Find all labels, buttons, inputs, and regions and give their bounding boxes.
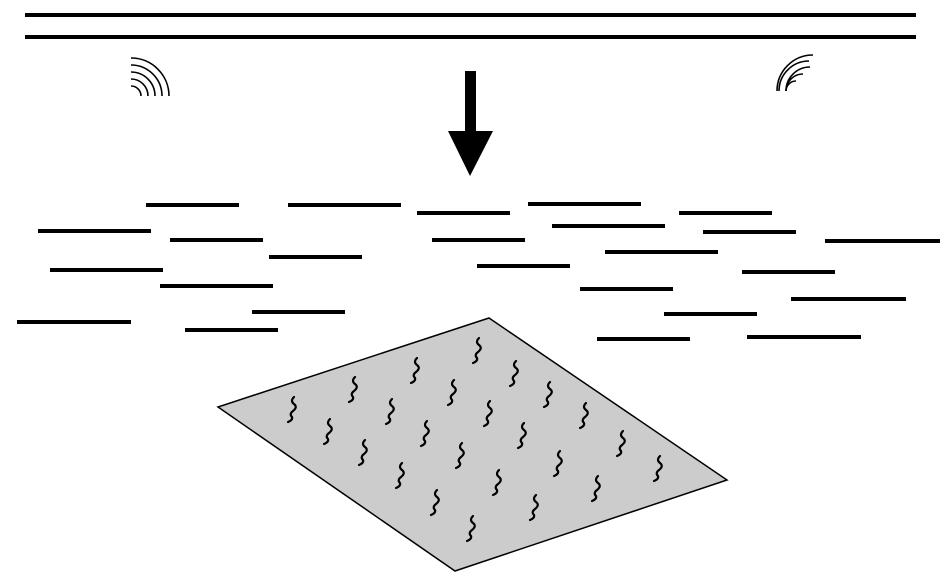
squiggle-mark: [615, 429, 626, 458]
squiggle-mark: [652, 454, 663, 483]
down-arrow-icon: [448, 71, 493, 176]
squiggle-mark: [491, 468, 502, 497]
squiggle-mark: [394, 461, 405, 490]
squiggle-mark: [446, 378, 457, 407]
squiggle-mark: [590, 474, 601, 503]
squiggle-mark: [429, 488, 440, 517]
squiggle-mark: [347, 375, 358, 404]
dash-layer: [17, 202, 940, 341]
squiggle-mark: [528, 493, 539, 522]
squiggle-mark: [357, 438, 368, 467]
top-boundary-lines: [25, 13, 916, 39]
squiggle-mark: [384, 397, 395, 426]
squiggle-mark: [419, 419, 430, 448]
squiggle-mark: [465, 514, 476, 543]
squiggle-mark: [471, 336, 482, 365]
squiggle-mark: [482, 399, 493, 428]
arrow-head: [448, 131, 493, 176]
squiggle-mark: [578, 401, 589, 430]
squiggle-mark: [286, 395, 297, 424]
arrow-shaft: [465, 71, 476, 133]
squiggle-mark: [542, 380, 553, 409]
right-waves-icon: [776, 54, 814, 92]
squiggle-mark: [508, 359, 519, 388]
squiggle-mark: [552, 449, 563, 478]
plate-surface: [216, 317, 729, 572]
squiggle-mark: [454, 441, 465, 470]
squiggle-mark: [322, 417, 333, 446]
squiggle-mark: [409, 356, 420, 385]
left-waves-icon: [130, 57, 170, 97]
plate: [216, 317, 729, 572]
squiggle-mark: [516, 421, 527, 450]
plate-marks: [286, 336, 663, 543]
